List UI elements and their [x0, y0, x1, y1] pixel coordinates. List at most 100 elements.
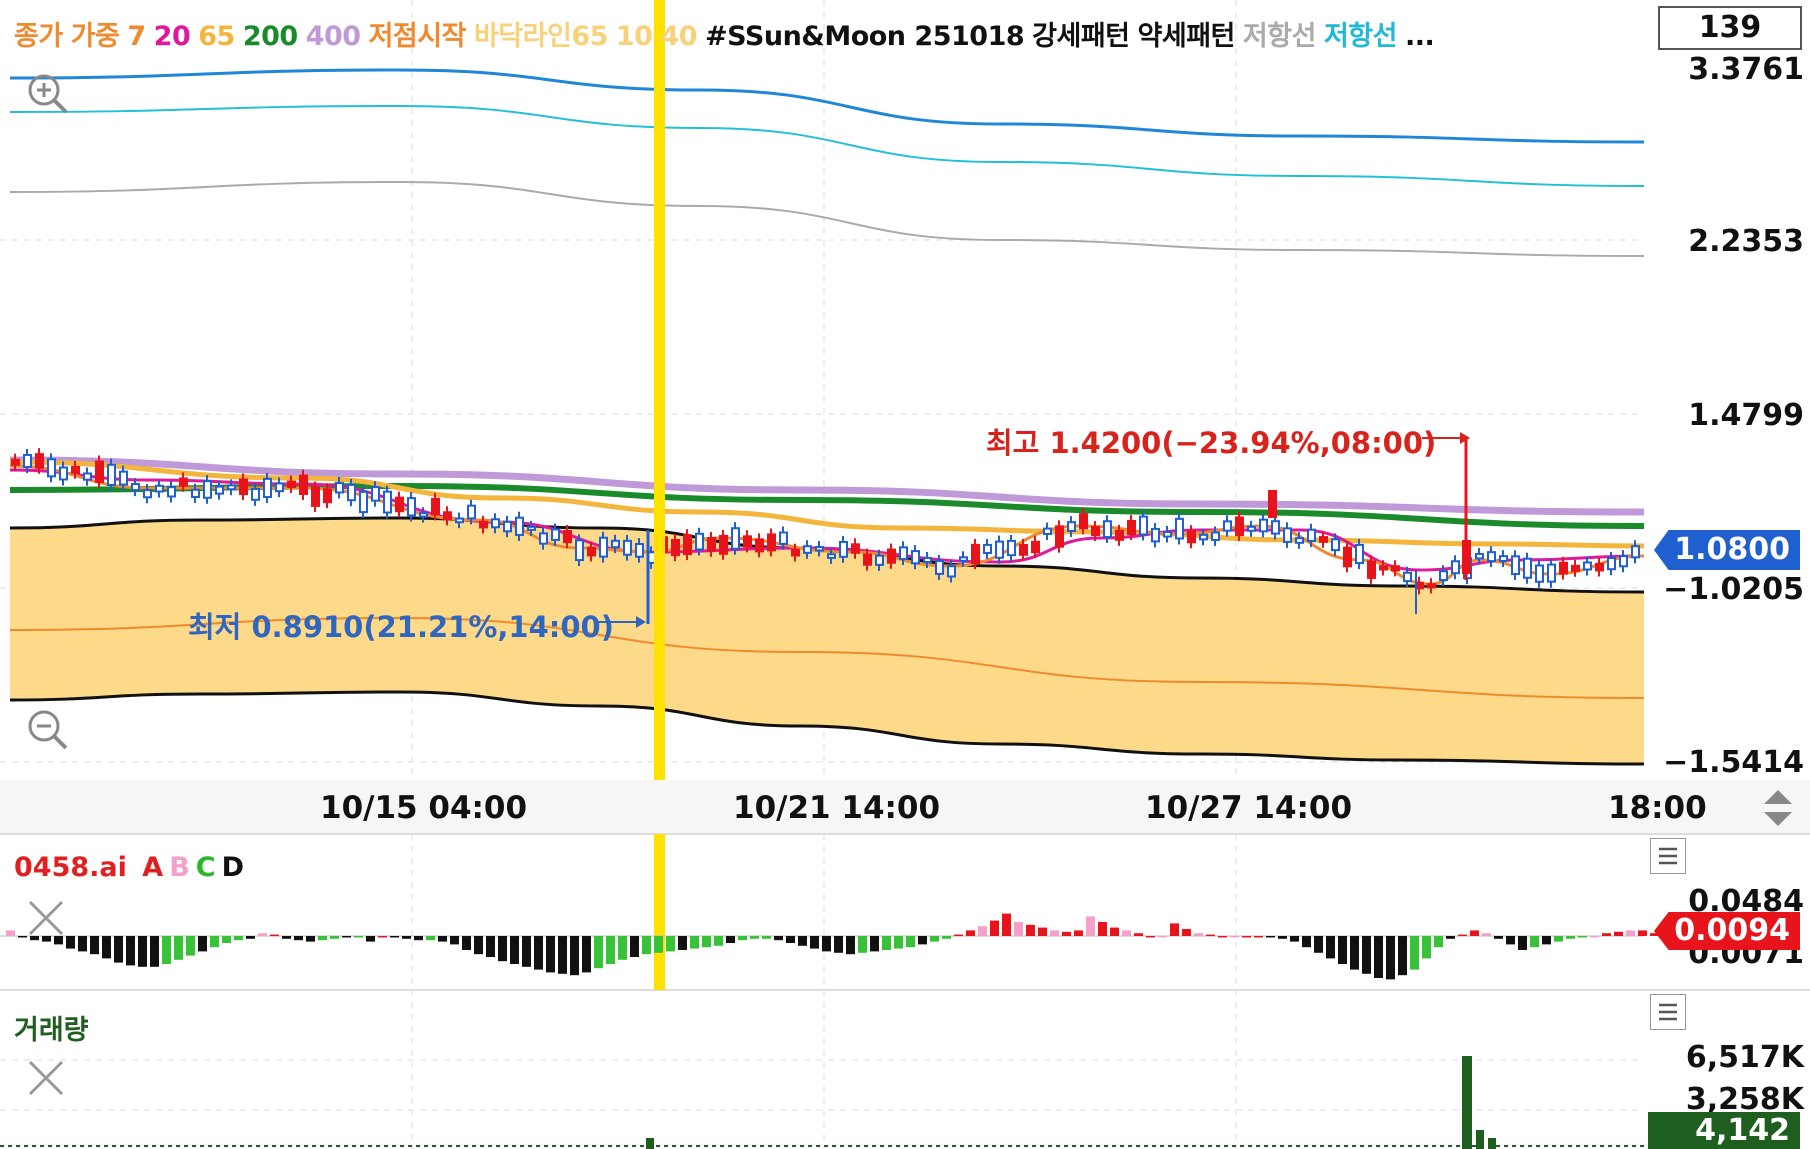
legend-item[interactable]: 강세패턴	[1032, 21, 1130, 52]
oscillator-bar	[798, 936, 807, 946]
oscillator-bar	[234, 936, 243, 941]
candle-body	[275, 482, 284, 493]
oscillator-bar	[1122, 930, 1131, 936]
candle-body	[323, 488, 332, 504]
oscillator-bar	[666, 936, 675, 952]
oscillator-bar	[678, 936, 687, 950]
oscillator-bar	[714, 936, 723, 946]
close-volume-icon[interactable]	[26, 1058, 66, 1098]
candle-body	[803, 545, 812, 554]
oscillator-bar	[330, 936, 339, 939]
candle-body	[1403, 571, 1412, 583]
oscillator-bar	[1086, 916, 1095, 936]
candle-body	[227, 484, 236, 491]
oscillator-bar	[1374, 936, 1383, 978]
legend-item[interactable]: #SSun&Moon 251018	[705, 21, 1025, 52]
candle-body	[1427, 583, 1436, 589]
price-axis-bg	[1644, 0, 1810, 1149]
legend-item[interactable]: 7	[127, 21, 146, 52]
legend-item[interactable]: 40	[660, 21, 698, 52]
oscillator-bar	[126, 936, 135, 966]
oscillator-bar	[1278, 936, 1287, 939]
oscillator-bar	[546, 936, 555, 973]
candle-body	[1031, 540, 1040, 554]
oscillator-bar	[90, 936, 99, 955]
oscillator-bar	[702, 936, 711, 948]
oscillator-bar	[42, 936, 51, 942]
oscillator-bar	[1002, 913, 1011, 936]
oscillator-bar	[246, 936, 255, 939]
legend-item[interactable]: 가중	[70, 21, 120, 52]
candle-body	[1523, 557, 1532, 579]
oscillator-bar	[774, 936, 783, 941]
oscillator-bar	[1050, 930, 1059, 936]
oscillator-bar	[1038, 927, 1047, 936]
volume-menu-button[interactable]	[1650, 994, 1686, 1030]
volume-title: 거래량	[14, 1015, 89, 1046]
candle-body	[203, 480, 212, 499]
candle-body	[263, 477, 272, 498]
oscillator-bar	[1158, 936, 1167, 938]
legend-item[interactable]: 약세패턴	[1137, 21, 1236, 52]
resistance-line-cyan	[9, 104, 1645, 187]
legend-item[interactable]: 저항선	[1323, 21, 1398, 52]
candle-body	[1367, 560, 1376, 579]
candle-body	[611, 539, 620, 549]
candle-body	[863, 553, 872, 566]
candle-body	[1607, 557, 1616, 571]
legend-item[interactable]: 65	[198, 21, 235, 52]
legend-item[interactable]: 종가	[14, 21, 63, 52]
candle-body	[1271, 520, 1280, 535]
candle-body	[239, 478, 248, 496]
price-axis-label: −1.0205	[1663, 572, 1804, 607]
candle-body	[1019, 543, 1028, 556]
legend-item[interactable]: ...	[1404, 21, 1435, 52]
legend-item[interactable]: 10	[615, 21, 653, 52]
legend-item[interactable]: 200	[242, 21, 298, 52]
low-arrowhead	[636, 616, 646, 628]
candle-body	[71, 465, 80, 474]
oscillator-bar	[222, 936, 231, 943]
legend-item[interactable]: 바닥라인65	[473, 21, 608, 52]
symbol-count-box[interactable]: 139	[1658, 6, 1802, 50]
candle-body	[35, 453, 44, 469]
oscillator-bar	[762, 936, 771, 939]
candle-body	[983, 543, 992, 554]
indicator-menu-button[interactable]	[1650, 838, 1686, 874]
price-axis-label: −1.5414	[1663, 745, 1804, 780]
oscillator-bar	[1266, 936, 1275, 938]
oscillator-bar	[198, 936, 207, 952]
oscillator-bar	[1290, 936, 1299, 942]
oscillator-bar	[630, 936, 639, 957]
zoom-in-icon[interactable]	[26, 72, 68, 114]
candle-body	[1211, 531, 1220, 541]
candle-body	[1067, 521, 1076, 532]
indicator-line-label: C	[195, 852, 216, 883]
oscillator-bar	[210, 936, 219, 948]
close-indicator-icon[interactable]	[26, 898, 66, 938]
legend-item[interactable]: 저점시작	[368, 21, 467, 52]
candle-body	[191, 488, 200, 499]
candle-body	[923, 556, 932, 564]
time-axis-bg	[0, 780, 1810, 834]
candle-body	[1295, 537, 1304, 544]
candle-body	[1487, 551, 1496, 563]
oscillator-bar	[942, 936, 951, 939]
oscillator-bar	[1554, 936, 1563, 942]
zoom-out-icon[interactable]	[26, 708, 68, 750]
oscillator-bar	[282, 936, 291, 939]
legend-item[interactable]: 20	[153, 21, 191, 52]
band-bottom-line	[9, 690, 1645, 766]
oscillator-bar	[882, 936, 891, 950]
candle-body	[1307, 528, 1316, 542]
indicator-line-label: A	[142, 852, 164, 883]
legend-item[interactable]: 저항선	[1242, 21, 1317, 52]
time-axis-scroll-icon[interactable]	[1758, 786, 1798, 826]
price-axis-label: 3.3761	[1688, 52, 1804, 87]
oscillator-bar	[822, 936, 831, 952]
legend-item[interactable]: 400	[305, 21, 361, 52]
time-axis-label: 10/27 14:00	[1145, 790, 1353, 826]
candle-body	[1547, 563, 1556, 583]
volume-bar	[1476, 1130, 1484, 1149]
